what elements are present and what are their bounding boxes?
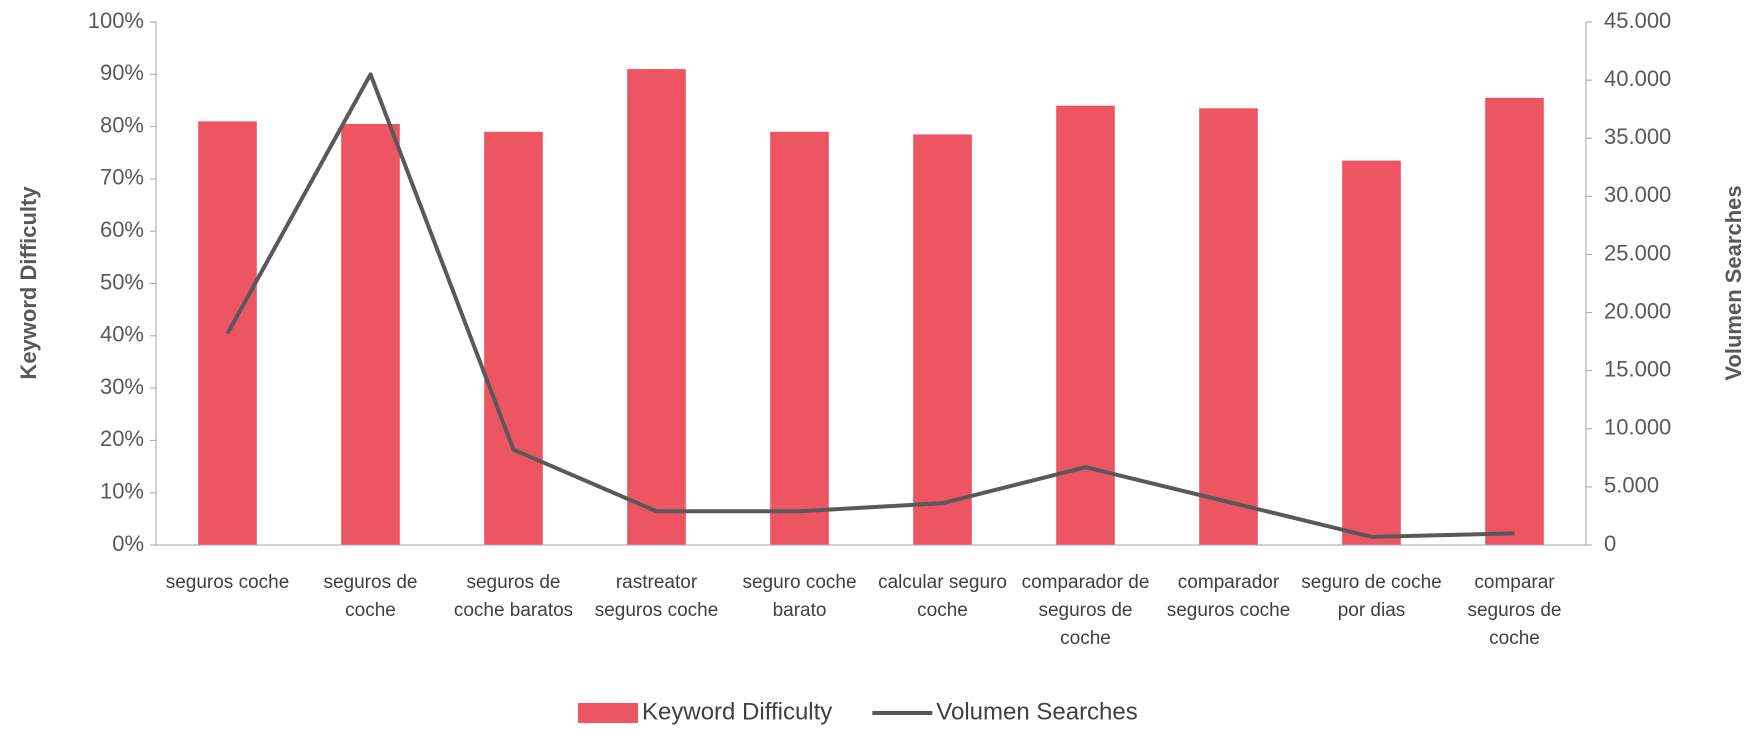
y2-tick-label: 40.000 — [1604, 66, 1671, 91]
x-tick-box: seguros coche — [165, 572, 290, 593]
y-tick-label: 30% — [100, 374, 144, 399]
y-tick-label: 50% — [100, 269, 144, 294]
y2-tick-label: 30.000 — [1604, 182, 1671, 207]
bar — [1485, 97, 1544, 546]
y-tick-label: 60% — [100, 217, 144, 242]
x-tick-box: seguros de coche — [323, 572, 418, 621]
x-tick-box: seguro de coche por dias — [1301, 572, 1442, 621]
y-axis-title: Keyword Difficulty — [16, 186, 41, 380]
x-tick-box: seguros de coche baratos — [453, 572, 574, 621]
y2-tick-label: 0 — [1604, 531, 1616, 556]
y-tick-label: 90% — [100, 60, 144, 85]
y-tick-label: 100% — [88, 8, 144, 33]
legend-swatch — [578, 703, 638, 723]
line — [225, 72, 1515, 539]
x-tick-label: comparador de seguros de coche — [1021, 572, 1150, 649]
y2-tick-label: 5.000 — [1604, 473, 1659, 498]
bar — [627, 69, 686, 545]
x-tick-label: calcular seguro coche — [878, 572, 1007, 621]
y-tick-label: 0% — [112, 531, 144, 556]
x-tick-label: seguro de coche por dias — [1301, 572, 1442, 621]
x-tick-label: seguros de coche baratos — [453, 572, 574, 621]
x-tick-label: comparador seguros coche — [1166, 572, 1291, 621]
y-tick-label: 80% — [100, 112, 144, 137]
y-tick-label: 40% — [100, 322, 144, 347]
x-tick-label: rastreator seguros coche — [594, 572, 719, 621]
bar — [913, 134, 972, 545]
legend-label: Keyword Difficulty — [642, 698, 832, 725]
y2-tick-label: 15.000 — [1604, 356, 1671, 381]
y-tick-label: 10% — [100, 479, 144, 504]
x-tick-box: rastreator seguros coche — [594, 572, 719, 621]
y2-tick-label: 25.000 — [1604, 240, 1671, 265]
y2-axis-title: Volumen Searches — [1721, 185, 1746, 380]
x-tick-box: seguro coche barato — [742, 572, 857, 621]
bar — [1199, 108, 1258, 546]
x-tick-label: seguros de coche — [323, 572, 418, 621]
y2-tick-label: 20.000 — [1604, 298, 1671, 323]
x-tick-box: comparador seguros coche — [1166, 572, 1291, 621]
x-tick-label: seguros coche — [165, 572, 290, 593]
y2-tick-label: 10.000 — [1604, 415, 1671, 440]
y2-tick-label: 35.000 — [1604, 124, 1671, 149]
bar — [1342, 160, 1401, 545]
x-tick-label: seguro coche barato — [742, 572, 857, 621]
x-tick-box: calcular seguro coche — [878, 572, 1007, 621]
bar — [341, 123, 400, 546]
y2-tick-label: 45.000 — [1604, 8, 1671, 33]
bar — [770, 131, 829, 545]
legend-label: Volumen Searches — [936, 698, 1137, 725]
bar — [484, 131, 543, 545]
x-tick-box: comparar seguros de coche — [1467, 572, 1562, 649]
y-tick-label: 20% — [100, 426, 144, 451]
bar — [1056, 105, 1115, 546]
x-tick-label: comparar seguros de coche — [1467, 572, 1562, 649]
y-tick-label: 70% — [100, 165, 144, 190]
x-tick-box: comparador de seguros de coche — [1021, 572, 1150, 649]
